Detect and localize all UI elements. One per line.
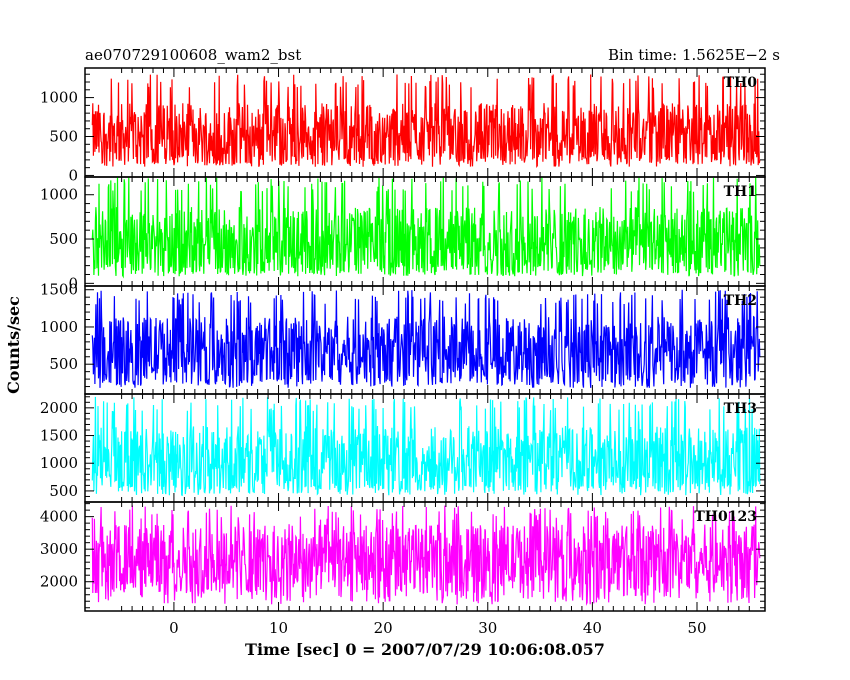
y-tick-label: 1000 <box>40 318 78 336</box>
panel-th3: 500 1000 1500 2000 TH3 <box>40 393 766 503</box>
y-tick-label: 4000 <box>40 508 78 526</box>
y-tick-label: 2000 <box>40 399 78 417</box>
x-tick-label: 0 <box>169 619 179 637</box>
chart-title: ae070729100608_wam2_bst <box>85 46 301 64</box>
panel-label-th0: TH0 <box>724 75 758 91</box>
panel-th2: 500 1000 1500 TH2 <box>40 281 766 395</box>
x-tick-label: 10 <box>269 619 288 637</box>
panel-th0: 0 500 1000 TH0 <box>40 67 766 184</box>
y-tick-label: 0 <box>68 274 78 292</box>
x-tick-label: 50 <box>687 619 706 637</box>
y-tick-label: 2000 <box>40 573 78 591</box>
y-tick-label: 1000 <box>40 186 78 204</box>
panels-group: 0 500 1000 TH0 0 500 1000 TH1 500 1000 1500 TH2 500 1… <box>40 67 766 612</box>
y-tick-label: 500 <box>49 128 78 146</box>
x-tick-label: 40 <box>583 619 602 637</box>
x-axis-label: Time [sec] 0 = 2007/07/29 10:06:08.057 <box>245 640 605 659</box>
panel-label-th1: TH1 <box>724 184 757 200</box>
series-trace-th1 <box>91 177 761 279</box>
x-axis: 0 10 20 30 40 50 <box>169 619 706 637</box>
series-trace-th0 <box>91 74 761 169</box>
panel-th1: 0 500 1000 TH1 <box>40 176 766 292</box>
x-tick-label: 30 <box>478 619 497 637</box>
panel-th0123: 2000 3000 4000 TH0123 <box>40 501 766 612</box>
panel-label-th3: TH3 <box>724 401 757 417</box>
panel-label-th0123: TH0123 <box>694 509 757 525</box>
y-tick-label: 1000 <box>40 89 78 107</box>
y-tick-label: 500 <box>49 355 78 373</box>
y-axis-label: Counts/sec <box>4 296 23 394</box>
y-tick-label: 1000 <box>40 454 78 472</box>
panel-label-th2: TH2 <box>724 293 757 309</box>
y-tick-label: 3000 <box>40 540 78 558</box>
series-trace-th3 <box>91 396 761 497</box>
y-tick-label: 1500 <box>40 281 78 299</box>
y-tick-label: 500 <box>49 230 78 248</box>
x-tick-label: 20 <box>374 619 393 637</box>
series-trace-th0123 <box>91 505 761 606</box>
y-tick-label: 500 <box>49 482 78 500</box>
y-tick-label: 1500 <box>40 427 78 445</box>
bin-time-label: Bin time: 1.5625E−2 s <box>608 46 780 64</box>
y-tick-label: 0 <box>68 166 78 184</box>
series-trace-th2 <box>91 289 761 388</box>
